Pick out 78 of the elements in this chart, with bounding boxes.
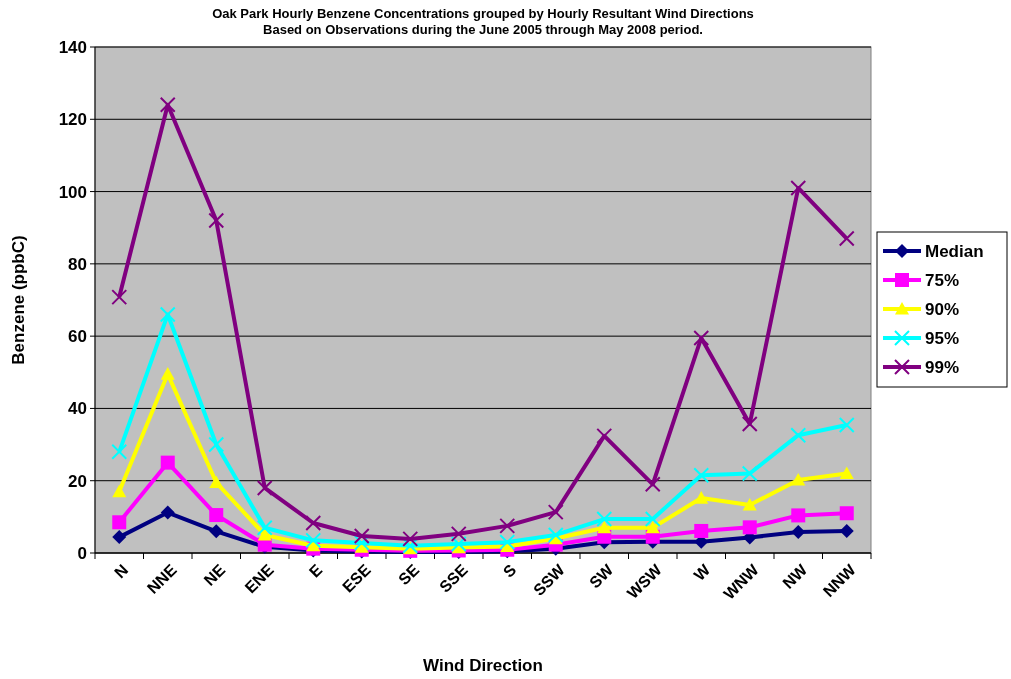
y-tick-label: 60 [68,327,87,347]
point [694,491,709,504]
point [257,527,272,541]
y-tick-label: 0 [77,543,87,563]
point [645,520,660,534]
y-tick-label: 40 [68,399,87,419]
point [742,497,757,511]
point [112,530,127,545]
point [353,534,370,551]
y-tick-label: 20 [68,471,87,491]
point [160,455,175,470]
point [256,479,273,496]
x-tick-label: NW [779,560,811,592]
point [694,523,709,538]
point [838,230,855,247]
y-tick-label: 100 [58,182,87,202]
point [305,532,322,549]
x-axis-title: Wind Direction [423,656,543,675]
point [160,367,175,380]
point [499,534,516,551]
legend-label: Median [925,241,984,261]
chart-title: Oak Park Hourly Benzene Concentrations grouped by Hourly Resultant Wind Directions [212,6,754,21]
point [596,427,613,444]
point [209,475,224,489]
point [159,96,176,113]
legend-label: 99% [925,357,960,377]
point [112,484,127,498]
y-tick-label: 120 [58,110,87,130]
point [693,467,710,484]
point [596,511,613,528]
point [499,517,516,534]
point [209,524,224,539]
point [112,515,127,530]
x-tick-label: SE [395,560,423,589]
point [839,466,854,480]
point [838,417,855,434]
legend-label: 90% [925,299,960,319]
point [693,329,710,346]
y-tick-label: 140 [58,37,87,57]
y-tick-label: 80 [68,254,87,274]
x-tick-label: NE [200,560,229,589]
point [159,306,176,323]
point [305,515,322,531]
point [256,519,273,536]
chart-subtitle: Based on Observations during the June 2005 through May 2008 period. [263,22,703,37]
point [790,427,807,444]
point [547,504,564,521]
point [450,525,467,542]
point [741,415,758,432]
point [741,465,758,482]
point [791,525,806,540]
point [597,520,612,534]
point [111,443,128,460]
point [742,520,757,535]
x-tick-label: W [690,560,714,584]
point [839,523,854,538]
x-tick-label: N [111,561,132,582]
point [791,472,806,486]
point [790,179,807,196]
point [791,508,806,523]
point [208,212,225,229]
point [160,505,175,520]
point [644,476,661,493]
point [402,530,419,547]
legend-label: 75% [925,270,960,290]
point [111,289,128,306]
x-tick-label: E [305,560,326,581]
point [208,436,225,453]
y-axis-title: Benzene (ppbC) [9,235,28,365]
point [450,535,467,552]
point [353,528,370,545]
point [644,511,661,528]
point [839,506,854,521]
point [209,508,224,523]
legend-label: 95% [925,328,960,348]
x-tick-label: SW [586,560,617,592]
point [547,526,564,543]
x-tick-label: S [499,560,520,581]
